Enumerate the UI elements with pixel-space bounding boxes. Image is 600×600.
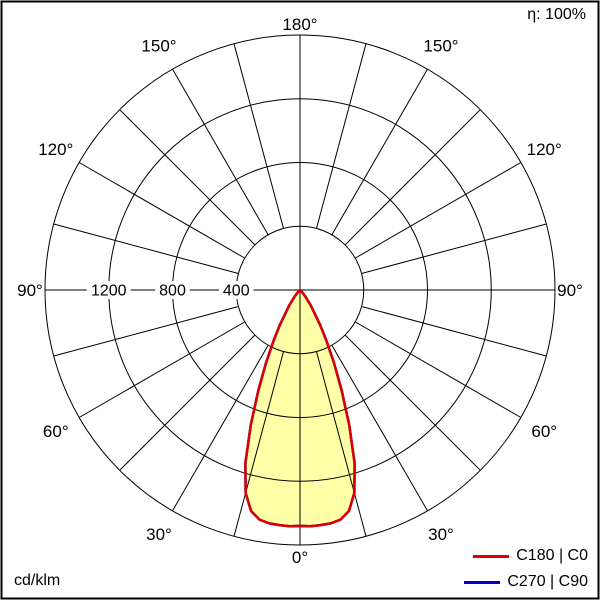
svg-text:30°: 30° <box>146 525 172 544</box>
svg-text:90°: 90° <box>17 281 43 300</box>
svg-text:150°: 150° <box>141 37 176 56</box>
legend-item-c90: C270 | C90 <box>464 573 588 591</box>
svg-text:120°: 120° <box>527 140 562 159</box>
svg-text:90°: 90° <box>557 281 583 300</box>
svg-text:0°: 0° <box>292 548 308 567</box>
svg-text:800: 800 <box>159 283 186 300</box>
svg-text:180°: 180° <box>282 15 317 34</box>
legend-label-c90: C270 | C90 <box>507 573 588 590</box>
svg-text:120°: 120° <box>38 140 73 159</box>
svg-text:150°: 150° <box>423 37 458 56</box>
svg-text:400: 400 <box>223 283 250 300</box>
unit-label: cd/klm <box>14 572 61 589</box>
svg-text:60°: 60° <box>43 422 69 441</box>
legend-label-c0: C180 | C0 <box>516 547 588 564</box>
legend: C180 | C0 C270 | C90 <box>464 547 588 591</box>
chart-layers: 1200 800 400 0° 30° 30° 60° 60° 90° 90° 120° 120° 15… <box>17 15 583 567</box>
blue-curve-swatch-icon <box>464 580 501 584</box>
red-curve-swatch-icon <box>473 554 510 558</box>
efficiency-label: η: 100% <box>527 6 586 23</box>
legend-item-c0: C180 | C0 <box>473 547 588 565</box>
svg-text:60°: 60° <box>531 422 557 441</box>
svg-text:1200: 1200 <box>91 283 127 300</box>
svg-text:30°: 30° <box>428 525 454 544</box>
